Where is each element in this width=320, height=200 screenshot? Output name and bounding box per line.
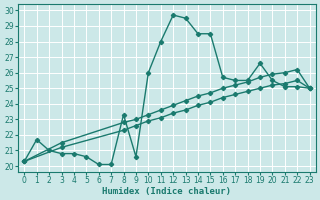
X-axis label: Humidex (Indice chaleur): Humidex (Indice chaleur) (102, 187, 231, 196)
